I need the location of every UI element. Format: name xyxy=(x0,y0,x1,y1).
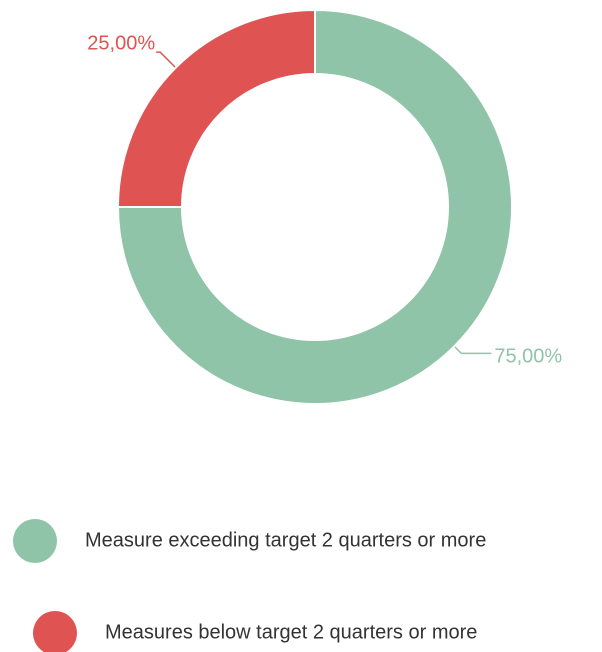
value-label: 25,00% xyxy=(87,32,155,54)
leader-line xyxy=(156,51,176,68)
donut-slice xyxy=(116,8,513,405)
donut-slice xyxy=(116,8,316,208)
legend-text: Measure exceeding target 2 quarters or m… xyxy=(85,529,486,551)
leader-line xyxy=(454,346,492,355)
legend-swatch xyxy=(33,611,77,652)
value-label: 75,00% xyxy=(494,346,562,368)
legend-text: Measures below target 2 quarters or more xyxy=(105,621,477,643)
legend-swatch xyxy=(13,519,57,563)
